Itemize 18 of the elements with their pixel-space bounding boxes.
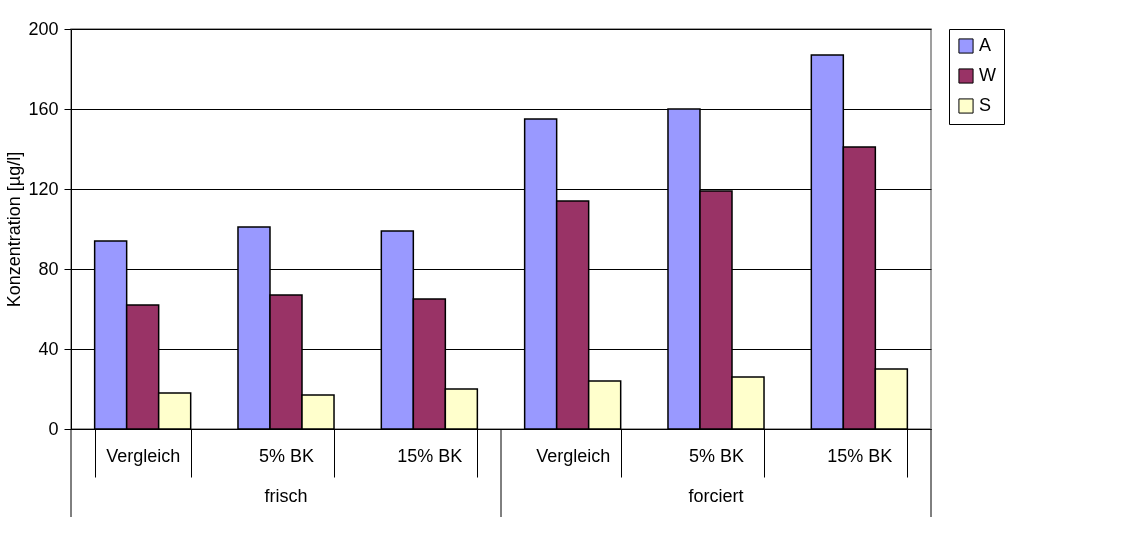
text: frisch [264, 486, 308, 506]
legend-label: S [979, 95, 992, 115]
y-tick-label: 80 [38, 258, 59, 279]
y-tick-label: 0 [48, 418, 59, 439]
y-tick-label: 200 [28, 18, 59, 39]
x-tick-label: Vergleich [106, 445, 181, 466]
y-tick-label: 120 [28, 178, 59, 199]
x-tick-label: 15% BK [827, 445, 893, 466]
y-tick-label: 160 [28, 98, 59, 119]
x-tick-label: 15% BK [397, 445, 463, 466]
x-tick-label: Vergleich [536, 445, 611, 466]
text: forciert [688, 486, 744, 506]
y-axis-title: Konzentration [µg/l] [4, 151, 25, 308]
x-tick-label: 5% BK [688, 445, 745, 466]
x-tick-label: 5% BK [258, 445, 315, 466]
legend-label: A [979, 35, 992, 55]
legend-label: W [979, 65, 996, 85]
y-tick-label: 40 [38, 338, 59, 359]
